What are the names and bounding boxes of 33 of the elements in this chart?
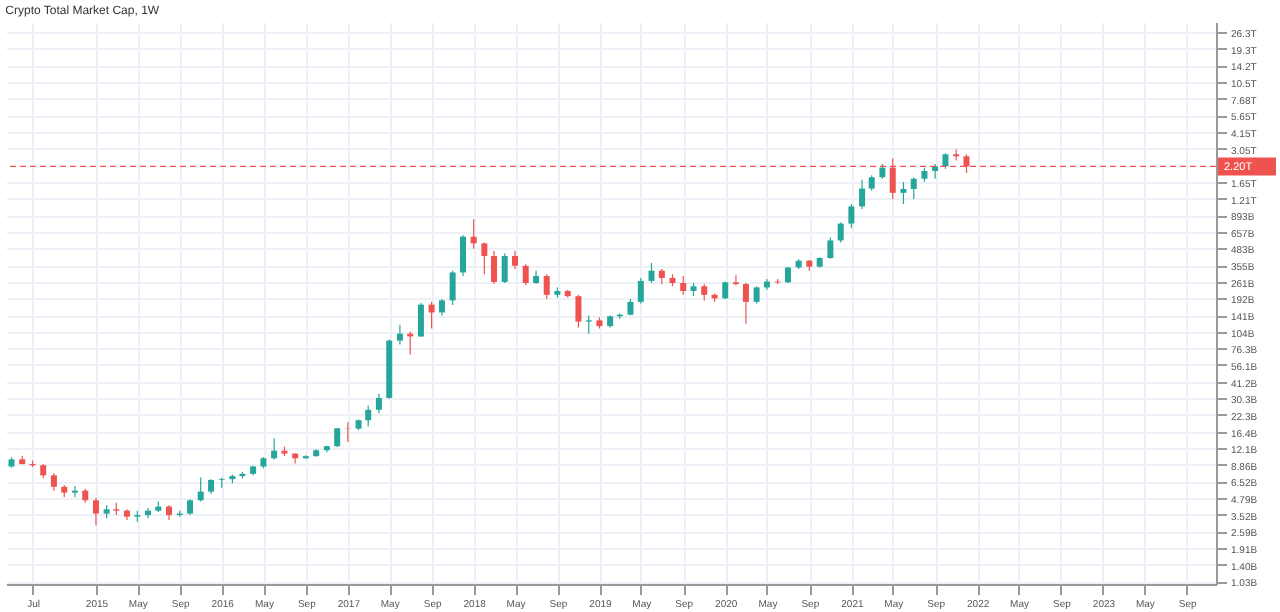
candlestick — [932, 163, 939, 180]
candlestick — [417, 302, 424, 338]
candlestick — [732, 274, 739, 286]
candlestick — [680, 275, 687, 296]
candlestick — [459, 234, 466, 277]
candlestick — [481, 241, 488, 275]
candlestick — [953, 148, 960, 162]
candlestick — [365, 404, 372, 428]
candlestick — [648, 262, 655, 284]
candlestick — [900, 181, 907, 205]
candlestick — [585, 314, 592, 335]
candlestick — [396, 324, 403, 346]
candlestick — [501, 252, 508, 284]
candlestick — [271, 437, 278, 460]
candlestick — [197, 476, 204, 503]
candlestick — [575, 294, 582, 329]
candlestick — [71, 485, 78, 498]
candlestick — [837, 221, 844, 244]
candlestick — [334, 427, 341, 448]
candlestick — [470, 218, 477, 250]
candlestick — [543, 273, 550, 300]
candlestick — [859, 179, 866, 210]
candlestick — [742, 282, 749, 325]
candlestick — [637, 277, 644, 304]
candlestick — [92, 497, 99, 526]
candlestick — [848, 203, 855, 229]
candlestick — [375, 393, 382, 414]
candlestick — [910, 176, 917, 200]
candlestick — [827, 237, 834, 260]
candlestick — [491, 250, 497, 285]
candlestick — [522, 263, 529, 286]
candlestick — [449, 270, 456, 306]
candlestick — [344, 421, 351, 443]
